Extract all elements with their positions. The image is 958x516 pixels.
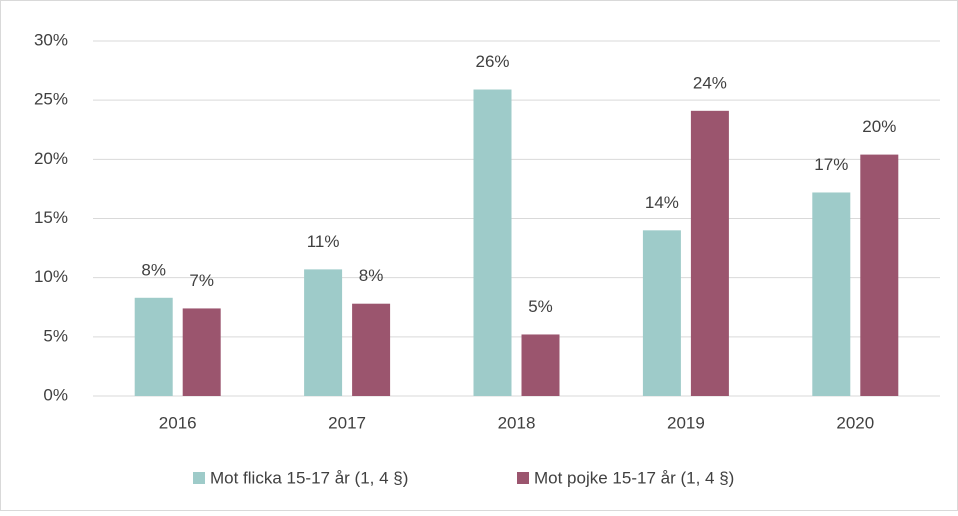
x-tick-label: 2017 [328, 413, 366, 432]
data-label: 14% [645, 193, 679, 212]
bar [304, 269, 343, 396]
bar [352, 303, 391, 396]
legend-swatch [517, 472, 529, 484]
bar [473, 89, 512, 397]
y-tick-label: 10% [34, 267, 68, 286]
x-tick-label: 2016 [159, 413, 197, 432]
data-label: 11% [307, 232, 340, 251]
data-label: 8% [141, 260, 166, 279]
data-label: 17% [814, 155, 848, 174]
y-tick-label: 20% [34, 149, 68, 168]
bar [812, 192, 851, 396]
bar [642, 230, 681, 396]
data-label: 24% [693, 73, 727, 92]
data-label: 8% [359, 266, 384, 285]
data-label: 5% [528, 297, 553, 316]
x-tick-label: 2019 [667, 413, 705, 432]
y-tick-label: 15% [34, 208, 68, 227]
y-tick-label: 30% [34, 30, 68, 49]
bar [134, 297, 173, 396]
data-label: 20% [862, 117, 896, 136]
data-label: 7% [189, 271, 214, 290]
legend-swatch [193, 472, 205, 484]
bar [182, 308, 221, 396]
x-tick-label: 2020 [836, 413, 874, 432]
y-tick-label: 25% [34, 90, 68, 109]
y-tick-label: 5% [43, 326, 68, 345]
bar [521, 334, 560, 396]
bar [860, 154, 899, 396]
legend-label: Mot pojke 15-17 år (1, 4 §) [534, 468, 734, 487]
bar [690, 110, 729, 397]
data-label: 26% [475, 52, 509, 71]
legend-label: Mot flicka 15-17 år (1, 4 §) [210, 468, 408, 487]
x-tick-label: 2018 [498, 413, 536, 432]
y-tick-label: 0% [43, 385, 68, 404]
